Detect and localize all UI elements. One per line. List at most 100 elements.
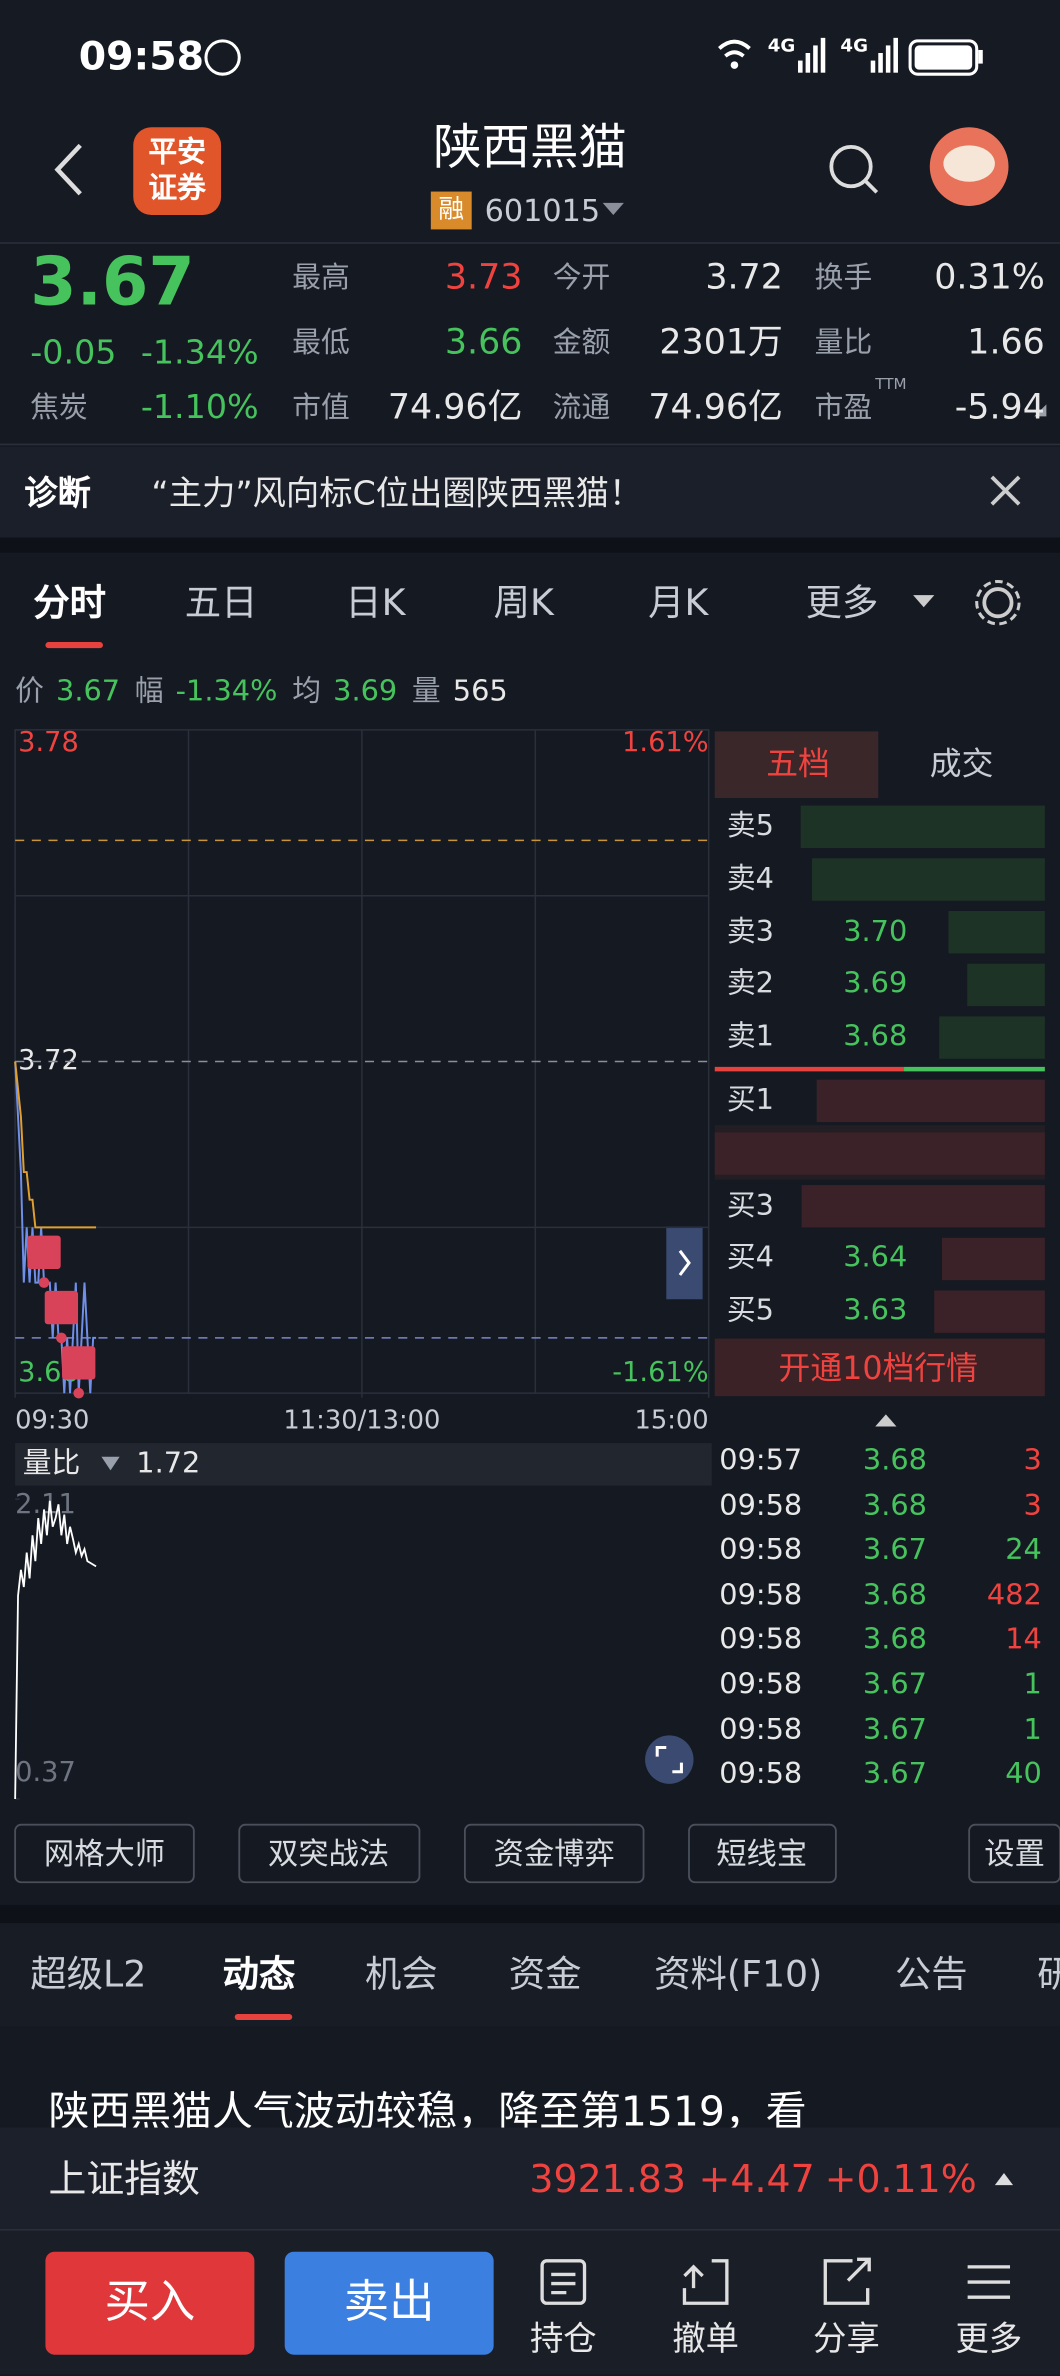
broker-logo[interactable]: 平安	[148, 135, 206, 169]
info-label: 均	[292, 674, 322, 708]
tool-button[interactable]: 双突战法	[268, 1835, 390, 1872]
book-level: 卖3	[726, 914, 774, 949]
trade-volume: 482	[986, 1578, 1042, 1612]
x-tick-label: 15:00	[634, 1406, 709, 1437]
content-tab[interactable]: 研	[1037, 1956, 1060, 1992]
nav-item[interactable]: 分享	[813, 2321, 880, 2360]
stat-label: 市盈	[814, 391, 873, 425]
period-tab[interactable]: 更多	[805, 581, 879, 624]
trade-time: 09:58	[719, 1533, 803, 1567]
diagnosis-label: 诊断	[24, 475, 91, 514]
tool-button[interactable]: 资金博弈	[493, 1835, 615, 1872]
trade-price: 3.68	[862, 1623, 927, 1657]
trade-marker	[44, 1290, 79, 1325]
trade-marker-dot	[38, 1277, 50, 1288]
stock-code[interactable]: 601015	[484, 192, 601, 229]
tool-button[interactable]: 网格大师	[43, 1835, 166, 1872]
index-change: +4.47	[698, 2157, 815, 2202]
depth-bar	[812, 858, 1045, 901]
period-tab[interactable]: 日K	[345, 581, 406, 624]
period-tab[interactable]: 月K	[648, 581, 709, 624]
stat-label: 今开	[552, 261, 611, 295]
stat-value: 0.31%	[934, 258, 1045, 298]
depth-bar	[939, 1016, 1045, 1059]
stat-value: 74.96亿	[648, 388, 783, 428]
trade-price: 3.67	[862, 1712, 927, 1747]
tool-button[interactable]: 短线宝	[716, 1835, 808, 1872]
trade-volume: 1	[1023, 1667, 1042, 1702]
stat-value: 3.66	[444, 323, 523, 363]
content-tab[interactable]: 公告	[894, 1953, 968, 1996]
trade-volume: 24	[1005, 1533, 1042, 1567]
content-tab[interactable]: 超级L2	[30, 1953, 147, 1996]
depth-bar	[801, 1185, 1045, 1228]
depth-bar	[967, 963, 1045, 1007]
trade-price: 3.67	[862, 1667, 927, 1702]
book-price: 3.69	[843, 967, 908, 1001]
trade-price: 3.68	[862, 1443, 927, 1478]
period-tab[interactable]: 周K	[493, 581, 554, 624]
sector-pct: -1.10%	[140, 389, 259, 428]
stock-name: 陕西黑猫	[433, 118, 627, 176]
diagnosis-text[interactable]: “主力”风向标C位出圈陕西黑猫！	[151, 475, 643, 514]
period-tab[interactable]: 五日	[184, 581, 258, 624]
margin-tag: 融	[430, 191, 472, 230]
book-level: 卖5	[726, 809, 774, 843]
content-tab[interactable]: 资金	[508, 1953, 582, 1996]
index-change-pct: +0.11%	[824, 2157, 977, 2202]
info-label: 量	[411, 674, 441, 708]
info-value: 565	[452, 674, 508, 708]
trade-price: 3.68	[862, 1578, 927, 1612]
network: 4G	[840, 34, 868, 57]
book-level: 买3	[726, 1188, 774, 1223]
info-value: -1.34%	[175, 674, 278, 708]
book-tab[interactable]: 成交	[929, 745, 994, 783]
content-tab[interactable]: 资料(F10)	[654, 1953, 823, 1996]
trade-time: 09:58	[719, 1712, 803, 1747]
period-tab[interactable]: 分时	[33, 581, 106, 624]
sell-button[interactable]: 卖出	[343, 2275, 435, 2329]
trade-volume: 3	[1023, 1443, 1042, 1478]
book-level: 买4	[726, 1241, 774, 1275]
trade-volume: 3	[1023, 1488, 1042, 1522]
stat-label: 金额	[552, 326, 611, 360]
stat-value: 3.72	[705, 258, 783, 298]
tool-button[interactable]: 设置	[984, 1835, 1045, 1872]
stat-label: 最高	[292, 261, 350, 295]
content-tab[interactable]: 动态	[222, 1953, 296, 1996]
nav-item[interactable]: 持仓	[529, 2321, 597, 2360]
price-line	[14, 1061, 97, 1229]
book-price: 3.63	[843, 1294, 908, 1328]
broker-logo[interactable]: 证券	[148, 171, 206, 206]
upgrade-button[interactable]: 开通10档行情	[778, 1349, 979, 1387]
depth-bar	[934, 1290, 1045, 1333]
trade-marker	[27, 1235, 61, 1269]
x-tick-label: 11:30/13:00	[283, 1406, 441, 1437]
ratio-line	[14, 1500, 97, 1799]
book-level: 买1	[726, 1083, 774, 1117]
index-name[interactable]: 上证指数	[48, 2157, 200, 2202]
buy-button[interactable]: 买入	[104, 2275, 196, 2329]
info-value: 3.67	[56, 674, 121, 708]
info-label: 幅	[134, 674, 164, 708]
indicator-value: 1.72	[136, 1446, 201, 1481]
trade-time: 09:58	[719, 1488, 803, 1522]
trade-time: 09:57	[719, 1443, 803, 1478]
book-tab[interactable]: 五档	[766, 745, 830, 783]
news-headline[interactable]: 陕西黑猫人气波动较稳，降至第1519，看	[48, 2088, 807, 2136]
stat-label: 量比	[814, 326, 873, 360]
clock: 09:58	[78, 34, 205, 81]
stat-label: 换手	[814, 261, 873, 295]
x-tick-label: 09:30	[15, 1406, 90, 1437]
nav-item[interactable]: 撤单	[672, 2321, 739, 2360]
content-tab[interactable]: 机会	[364, 1953, 438, 1996]
change: -0.05	[30, 334, 117, 373]
y-tick-label: 2.11	[15, 1488, 76, 1521]
depth-bar	[941, 1237, 1045, 1281]
trade-time: 09:58	[719, 1578, 803, 1612]
trade-time: 09:58	[719, 1757, 803, 1791]
indicator-name[interactable]: 量比	[22, 1446, 81, 1481]
nav-item[interactable]: 更多	[955, 2321, 1023, 2360]
